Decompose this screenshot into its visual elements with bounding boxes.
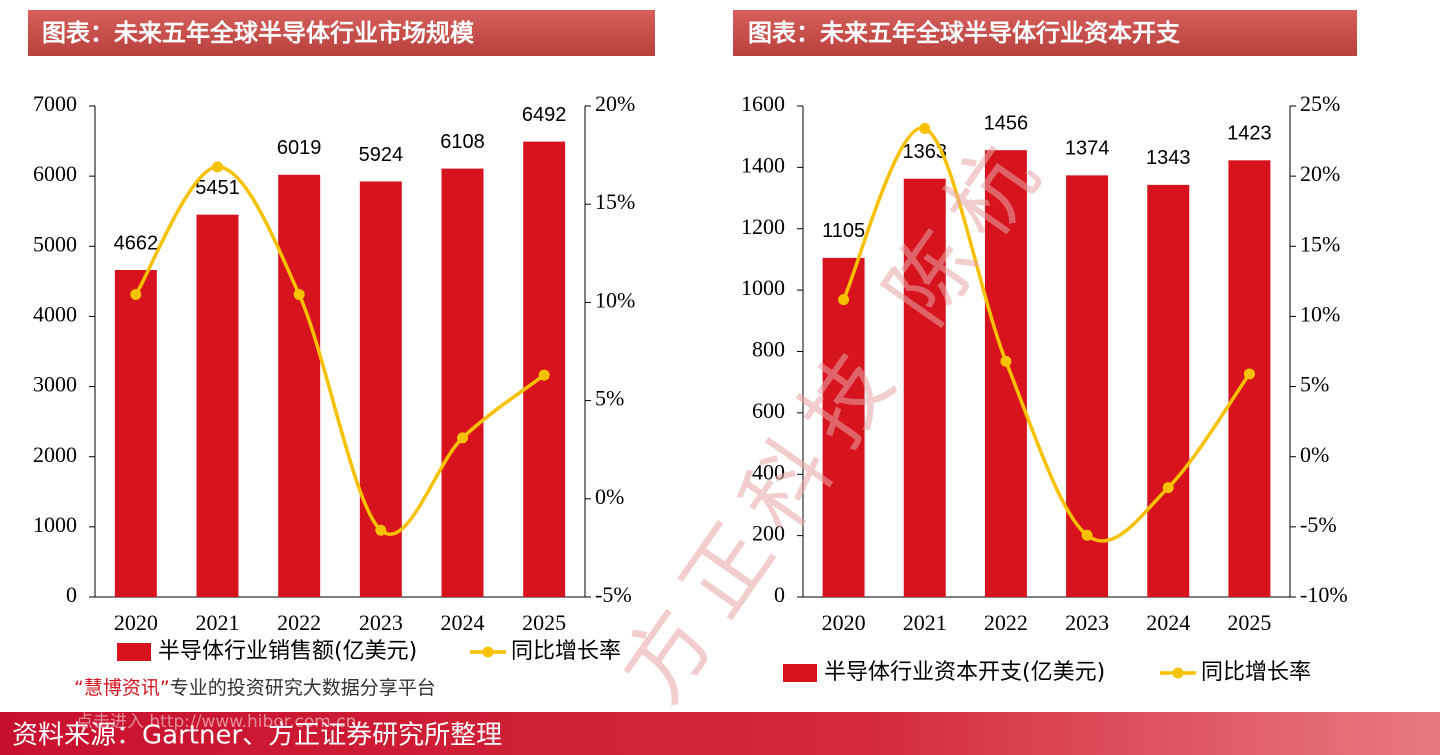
legend-swatch bbox=[1172, 667, 1184, 679]
line-marker bbox=[293, 289, 305, 301]
x-tick-label: 2025 bbox=[1227, 610, 1271, 635]
line-marker bbox=[1081, 529, 1093, 541]
legend-swatch bbox=[783, 664, 817, 682]
chart-title: 图表：未来五年全球半导体行业资本开支 bbox=[748, 19, 1181, 47]
y2-tick-label: 10% bbox=[1300, 301, 1340, 326]
quote: “ bbox=[74, 677, 84, 699]
y-tick-label: 4000 bbox=[33, 301, 77, 326]
bar-value-label: 6108 bbox=[440, 131, 485, 153]
bar-value-label: 5924 bbox=[359, 144, 404, 166]
chart-title: 图表：未来五年全球半导体行业市场规模 bbox=[42, 19, 475, 47]
brand: 慧博资讯 bbox=[84, 677, 160, 699]
line-marker bbox=[1000, 355, 1012, 367]
bar-value-label: 4662 bbox=[114, 232, 159, 254]
y2-tick-label: 25% bbox=[1300, 91, 1340, 116]
legend-label: 同比增长率 bbox=[511, 639, 621, 664]
promo: “慧博资讯”专业的投资研究大数据分享平台 bbox=[74, 677, 436, 699]
y-tick-label: 0 bbox=[774, 582, 785, 607]
quote: ” bbox=[160, 677, 170, 699]
y2-tick-label: 10% bbox=[595, 287, 635, 312]
x-tick-label: 2021 bbox=[196, 610, 240, 635]
bar bbox=[903, 178, 946, 597]
x-tick-label: 2024 bbox=[441, 610, 485, 635]
bar bbox=[278, 174, 321, 597]
charts: 01000200030004000500060007000-5%0%5%10%1… bbox=[33, 91, 1348, 685]
legend-label: 半导体行业销售额(亿美元) bbox=[158, 639, 417, 664]
y2-tick-label: 5% bbox=[595, 386, 624, 411]
line-marker bbox=[1162, 482, 1174, 494]
bar-value-label: 1363 bbox=[903, 141, 948, 163]
bar bbox=[441, 168, 484, 597]
line-marker bbox=[457, 432, 468, 444]
title-box bbox=[733, 10, 1357, 56]
x-tick-label: 2024 bbox=[1146, 610, 1190, 635]
line-marker bbox=[1243, 368, 1255, 380]
y-tick-label: 600 bbox=[752, 398, 785, 423]
y2-tick-label: -10% bbox=[1300, 582, 1348, 607]
y-tick-label: 1400 bbox=[741, 152, 785, 177]
x-tick-label: 2022 bbox=[277, 610, 321, 635]
x-tick-label: 2021 bbox=[903, 610, 947, 635]
bar-value-label: 1423 bbox=[1227, 123, 1272, 145]
bar bbox=[523, 141, 566, 597]
y-tick-label: 6000 bbox=[33, 161, 77, 186]
bar bbox=[1066, 175, 1109, 597]
promo-text: 专业的投资研究大数据分享平台 bbox=[170, 677, 436, 699]
y2-tick-label: 0% bbox=[595, 484, 624, 509]
y2-tick-label: 15% bbox=[595, 189, 635, 214]
legend-label: 同比增长率 bbox=[1201, 660, 1311, 685]
x-tick-label: 2023 bbox=[1065, 610, 1109, 635]
y2-tick-label: -5% bbox=[595, 582, 632, 607]
y-tick-label: 1000 bbox=[741, 275, 785, 300]
line-marker bbox=[375, 524, 387, 536]
line-marker bbox=[212, 161, 223, 173]
y-tick-label: 800 bbox=[752, 337, 785, 362]
y-tick-label: 3000 bbox=[33, 372, 77, 397]
y-tick-label: 7000 bbox=[33, 91, 77, 116]
footer-band bbox=[0, 712, 1440, 755]
bar bbox=[114, 269, 157, 597]
bar-value-label: 1105 bbox=[822, 220, 865, 242]
line-marker bbox=[130, 289, 142, 301]
y2-tick-label: 5% bbox=[1300, 372, 1329, 397]
y-tick-label: 400 bbox=[752, 459, 785, 484]
y2-tick-label: 15% bbox=[1300, 231, 1340, 256]
promo-link[interactable]: 点击进入 http://www.hibor.com.cn bbox=[76, 712, 356, 732]
line-marker bbox=[919, 122, 931, 134]
line-marker bbox=[538, 369, 550, 381]
y-tick-label: 2000 bbox=[33, 442, 77, 467]
x-tick-label: 2023 bbox=[359, 610, 403, 635]
y-tick-label: 200 bbox=[752, 521, 785, 546]
x-tick-label: 2022 bbox=[984, 610, 1028, 635]
y-tick-label: 0 bbox=[66, 582, 77, 607]
bar bbox=[984, 150, 1027, 597]
y-tick-label: 1200 bbox=[741, 214, 785, 239]
line-marker bbox=[838, 294, 850, 306]
bar bbox=[196, 214, 239, 597]
legend-label: 半导体行业资本开支(亿美元) bbox=[824, 660, 1105, 685]
bar-value-label: 6492 bbox=[522, 104, 567, 126]
footer-source: 资料来源：Gartner、方正证券研究所整理 bbox=[12, 721, 502, 751]
legend-swatch bbox=[117, 643, 151, 661]
bar-value-label: 1374 bbox=[1065, 138, 1110, 160]
y2-tick-label: 20% bbox=[1300, 161, 1340, 186]
legend-swatch bbox=[482, 646, 494, 658]
title-box bbox=[28, 10, 655, 56]
x-tick-label: 2020 bbox=[822, 610, 866, 635]
x-tick-label: 2020 bbox=[114, 610, 158, 635]
y-tick-label: 1600 bbox=[741, 91, 785, 116]
bar bbox=[1147, 184, 1190, 597]
y-tick-label: 5000 bbox=[33, 231, 77, 256]
y2-tick-label: 0% bbox=[1300, 442, 1329, 467]
x-tick-label: 2025 bbox=[522, 610, 566, 635]
bar bbox=[822, 257, 865, 597]
bar-value-label: 1456 bbox=[984, 112, 1029, 134]
bar-value-label: 5451 bbox=[195, 177, 240, 199]
bar-value-label: 6019 bbox=[277, 137, 322, 159]
y2-tick-label: -5% bbox=[1300, 512, 1337, 537]
y-tick-label: 1000 bbox=[33, 512, 77, 537]
bar-value-label: 1343 bbox=[1146, 147, 1191, 169]
y2-tick-label: 20% bbox=[595, 91, 635, 116]
